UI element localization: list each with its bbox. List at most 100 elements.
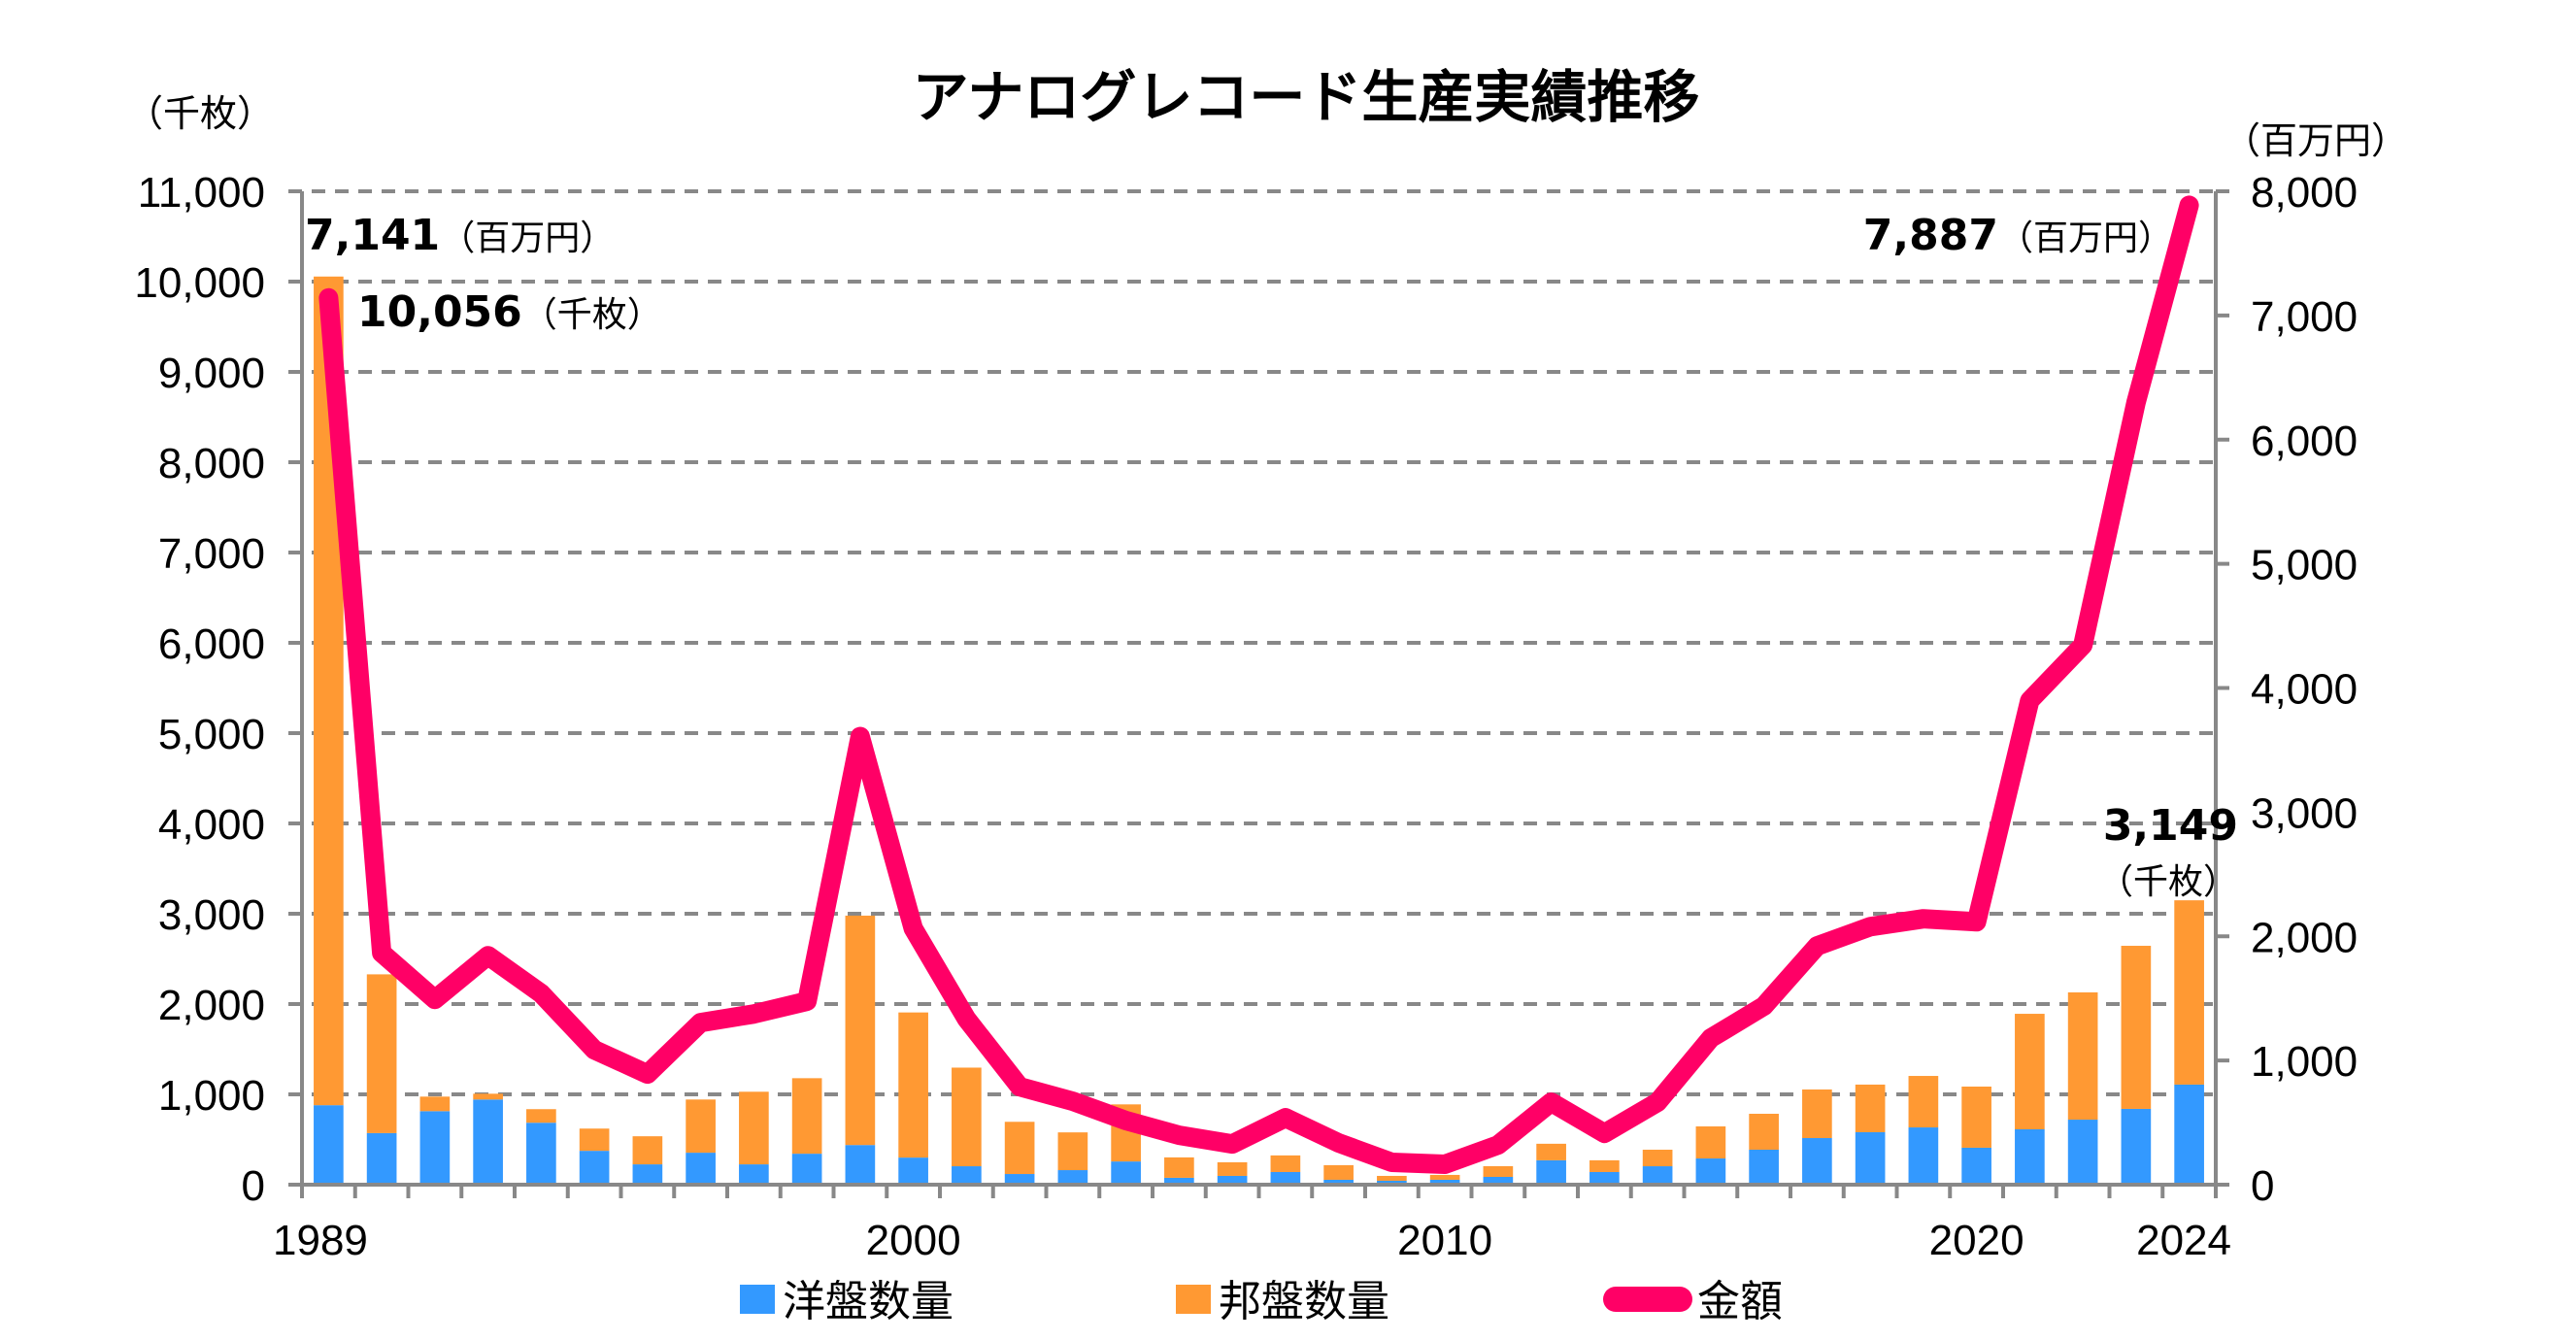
- bar-western-1998: [791, 1154, 822, 1185]
- bar-western-2018: [1855, 1131, 1886, 1185]
- bar-western-2015: [1695, 1158, 1726, 1185]
- amount-point-1996: [699, 1022, 702, 1024]
- svg-text:7,141（百万円）: 7,141（百万円）: [305, 211, 615, 260]
- bar-western-2000: [898, 1157, 928, 1185]
- bar-western-1992: [473, 1099, 503, 1185]
- right-axis-ticks: 0 1,000 2,000 3,000 4,000 5,000 6,000 7,000 8,00…: [2216, 169, 2358, 1210]
- annotation-unit: （百万円）: [440, 218, 615, 258]
- bar-western-2002: [1004, 1174, 1035, 1185]
- annotation-2024-amount: 7,887（百万円）: [1863, 211, 2173, 260]
- bar-domestic-2013: [1589, 1159, 1620, 1172]
- right-tick-label: 7,000: [2251, 293, 2358, 341]
- bar-domestic-1997: [739, 1091, 769, 1165]
- amount-point-2020: [1975, 921, 1978, 923]
- x-tick-label: 2024: [2136, 1217, 2231, 1264]
- bar-western-2004: [1111, 1161, 1141, 1185]
- annotation-value: 10,056: [357, 287, 522, 337]
- amount-point-2010: [1444, 1163, 1447, 1166]
- bar-domestic-1999: [845, 915, 876, 1146]
- bar-western-2020: [1961, 1147, 1991, 1185]
- legend-item-amount[interactable]: 金額: [1603, 1277, 1783, 1326]
- right-tick-label: 8,000: [2251, 169, 2358, 217]
- bar-western-2017: [1802, 1138, 1832, 1185]
- legend-item-western[interactable]: 洋盤数量: [740, 1277, 953, 1326]
- x-tick-label: 1989: [273, 1217, 368, 1264]
- bars: [314, 276, 2204, 1185]
- bar-domestic-2010: [1429, 1174, 1460, 1180]
- chart-title: アナログレコード生産実績推移: [913, 64, 1700, 130]
- amount-point-2013: [1603, 1132, 1606, 1135]
- amount-point-2004: [1124, 1120, 1127, 1123]
- amount-point-1994: [593, 1049, 596, 1052]
- bar-domestic-2024: [2174, 900, 2204, 1085]
- bar-western-2021: [2015, 1128, 2045, 1185]
- bar-western-2007: [1270, 1171, 1301, 1185]
- right-tick-label: 3,000: [2251, 789, 2358, 837]
- bar-western-2008: [1323, 1179, 1354, 1185]
- bar-domestic-2008: [1323, 1164, 1354, 1180]
- left-tick-label: 8,000: [158, 440, 265, 487]
- amount-point-2001: [965, 1018, 968, 1021]
- bar-western-2019: [1908, 1127, 1939, 1185]
- bar-western-1994: [579, 1151, 610, 1185]
- right-tick-label: 0: [2251, 1162, 2274, 1210]
- left-axis-unit-label: （千枚）: [126, 92, 274, 135]
- amount-point-2002: [1019, 1086, 1021, 1089]
- bar-domestic-2009: [1377, 1175, 1407, 1182]
- bar-western-1995: [632, 1164, 663, 1185]
- amount-point-2007: [1284, 1117, 1287, 1120]
- left-tick-label: 2,000: [158, 982, 265, 1029]
- bar-domestic-2014: [1642, 1150, 1673, 1167]
- bar-domestic-2000: [898, 1012, 928, 1158]
- bar-domestic-2018: [1855, 1084, 1886, 1132]
- bar-domestic-1998: [791, 1078, 822, 1155]
- bar-domestic-2017: [1802, 1089, 1832, 1139]
- annotation-value: 7,141: [305, 211, 440, 260]
- annotation-1989-quantity: 10,056（千枚）: [357, 287, 662, 337]
- amount-point-2016: [1762, 1005, 1765, 1008]
- bar-western-2003: [1057, 1170, 1088, 1185]
- amount-point-2017: [1816, 945, 1819, 948]
- bar-western-2010: [1429, 1179, 1460, 1185]
- bar-domestic-2016: [1749, 1113, 1779, 1151]
- amount-point-2006: [1231, 1143, 1234, 1146]
- legend-label: 邦盤数量: [1219, 1277, 1389, 1326]
- bar-western-2013: [1589, 1171, 1620, 1185]
- amount-point-2000: [912, 927, 915, 930]
- amount-point-2005: [1178, 1134, 1181, 1137]
- svg-text:7,887（百万円）: 7,887（百万円）: [1863, 211, 2173, 260]
- amount-point-2023: [2134, 401, 2137, 404]
- bar-domestic-2007: [1270, 1155, 1301, 1172]
- amount-line: [318, 195, 2199, 1174]
- amount-point-2011: [1496, 1144, 1499, 1147]
- gridlines: [288, 189, 2216, 1096]
- x-tick-label: 2000: [866, 1217, 961, 1264]
- left-tick-label: 3,000: [158, 891, 265, 939]
- left-tick-label: 0: [242, 1162, 265, 1210]
- x-tick-label: 2020: [1929, 1217, 2024, 1264]
- annotation-2024-quantity: 3,149 （千枚）: [2098, 801, 2238, 902]
- amount-point-1989: [327, 296, 330, 299]
- legend-item-domestic[interactable]: 邦盤数量: [1176, 1277, 1389, 1326]
- left-axis-ticks: 0 1,000 2,000 3,000 4,000 5,000 6,000 7,000 8,00…: [134, 169, 302, 1210]
- left-tick-label: 5,000: [158, 711, 265, 758]
- amount-point-2018: [1869, 925, 1872, 928]
- amount-point-2012: [1550, 1101, 1553, 1104]
- bar-domestic-1990: [366, 974, 397, 1133]
- right-tick-label: 4,000: [2251, 666, 2358, 714]
- amount-point-2015: [1709, 1037, 1712, 1040]
- bar-western-1990: [366, 1132, 397, 1185]
- bar-western-1989: [314, 1105, 344, 1185]
- amount-point-1995: [646, 1073, 649, 1076]
- amount-point-2014: [1656, 1101, 1659, 1104]
- bar-domestic-2023: [2121, 946, 2152, 1109]
- left-tick-label: 11,000: [138, 169, 265, 217]
- left-tick-label: 10,000: [134, 259, 265, 307]
- annotation-value: 7,887: [1863, 211, 1998, 260]
- annotation-unit: （百万円）: [1998, 218, 2173, 258]
- amount-point-2024: [2188, 204, 2191, 207]
- bar-domestic-2003: [1057, 1132, 1088, 1171]
- bar-western-1991: [419, 1111, 451, 1185]
- amount-point-1992: [486, 955, 489, 957]
